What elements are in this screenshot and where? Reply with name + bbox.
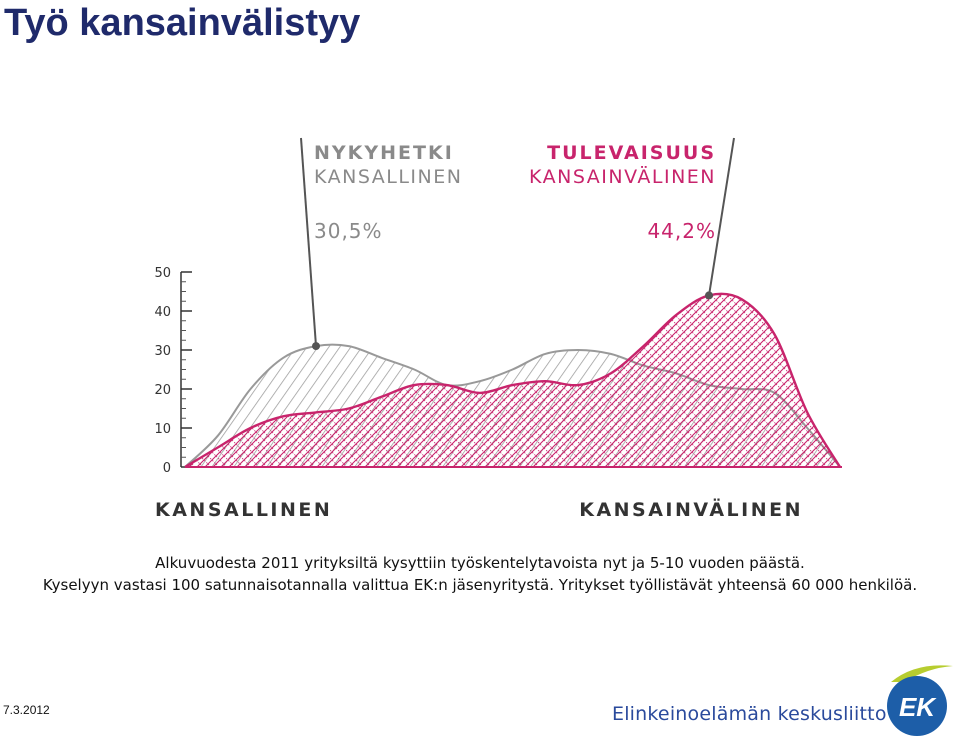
area-tulevaisuus-outline	[184, 292, 842, 469]
area-tulevaisuus-subtitle: KANSAINVÄLINEN	[529, 165, 716, 188]
area-tulevaisuus-pointer-line	[708, 137, 735, 296]
footer-date: 7.3.2012	[3, 703, 50, 717]
area-tulevaisuus-value-label: 44,2%	[647, 219, 716, 243]
y-tick-label-20: 20	[154, 383, 171, 398]
y-tick-label-0: 0	[163, 461, 171, 476]
area-nykyhetki-pointer-dot	[312, 342, 320, 351]
area-tulevaisuus-fill	[185, 293, 840, 467]
area-tulevaisuus-name: TULEVAISUUS	[547, 142, 716, 164]
x-label-left: KANSALLINEN	[155, 499, 332, 521]
logo-circle	[887, 676, 947, 736]
logo-leaf	[891, 665, 953, 682]
area-nykyhetki-subtitle: KANSALLINEN	[314, 166, 462, 188]
y-tick-label-10: 10	[154, 422, 171, 437]
plot-areas	[184, 292, 842, 469]
area-tulevaisuus-pointer-dot	[705, 291, 713, 300]
ek-logo: EK	[887, 665, 953, 736]
x-axis-labels: KANSALLINEN KANSAINVÄLINEN	[155, 497, 803, 521]
area-nykyhetki-value-label: 30,5%	[314, 219, 383, 243]
area-nykyhetki-name: NYKYHETKI	[314, 142, 454, 164]
y-tick-label-30: 30	[154, 344, 171, 359]
y-tick-label-50: 50	[154, 266, 171, 281]
caption-line-2: Kyselyyn vastasi 100 satunnaisotannalla …	[42, 576, 918, 594]
page-title: Työ kansainvälistyy	[4, 2, 361, 44]
x-label-right: KANSAINVÄLINEN	[579, 497, 803, 521]
organization-name: Elinkeinoelämän keskusliitto	[612, 703, 887, 725]
caption-line-1: Alkuvuodesta 2011 yrityksiltä kysyttiin …	[155, 554, 805, 572]
y-axis: 0 10 20 30 40 50	[154, 266, 192, 476]
y-tick-label-40: 40	[154, 305, 171, 320]
area-nykyhetki-pointer-line	[300, 137, 317, 347]
logo-text: EK	[899, 692, 937, 722]
